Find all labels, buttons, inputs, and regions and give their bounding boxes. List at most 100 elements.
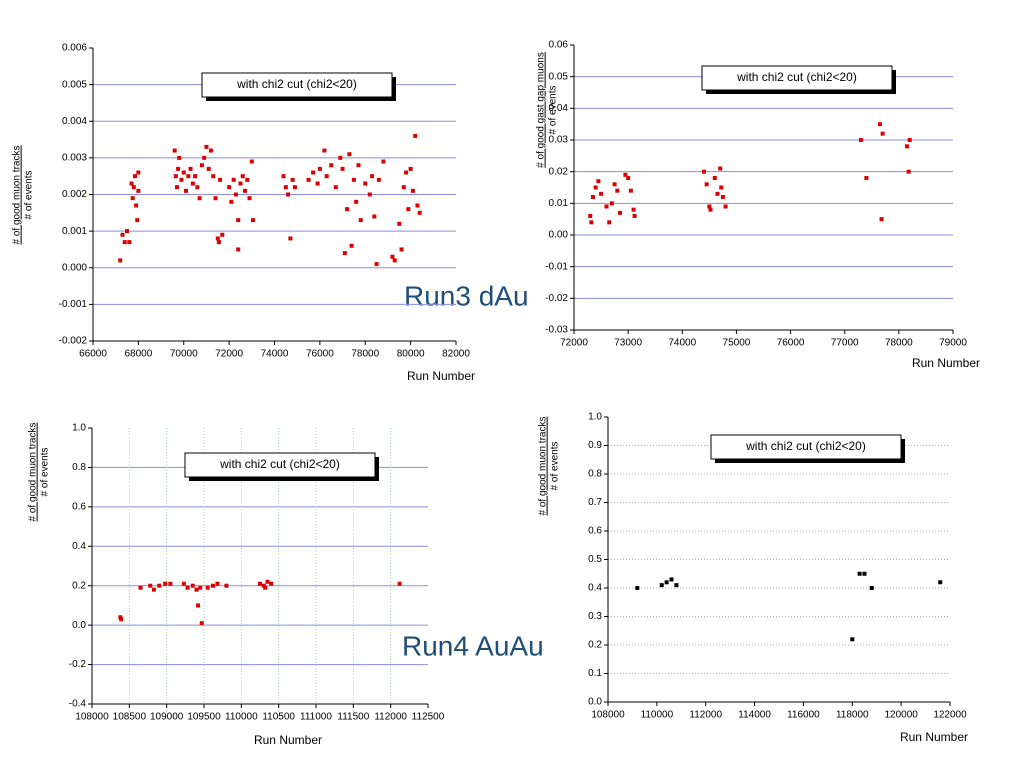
point bbox=[263, 585, 268, 590]
point bbox=[265, 579, 270, 584]
point bbox=[206, 166, 211, 171]
point bbox=[413, 133, 418, 138]
point bbox=[599, 191, 604, 196]
point bbox=[604, 204, 609, 209]
point bbox=[354, 199, 359, 204]
point bbox=[618, 210, 623, 215]
y-tick-label: 0.6 bbox=[588, 526, 602, 537]
point bbox=[122, 240, 127, 245]
y-tick-label: 0.06 bbox=[549, 40, 569, 51]
x-tick-label: 112500 bbox=[412, 712, 445, 723]
point bbox=[292, 185, 297, 190]
x-axis-label: Run Number bbox=[900, 730, 968, 744]
x-tick-label: 77000 bbox=[831, 338, 859, 349]
x-tick-label: 116000 bbox=[787, 710, 820, 721]
annotation: with chi2 cut (chi2<20) bbox=[745, 439, 866, 453]
point bbox=[245, 177, 250, 182]
y-axis-label-denominator: # of events bbox=[548, 86, 559, 135]
x-tick-label: 114000 bbox=[738, 710, 771, 721]
point bbox=[367, 192, 372, 197]
point bbox=[315, 181, 320, 186]
point bbox=[609, 201, 614, 206]
annotation: with chi2 cut (chi2<20) bbox=[219, 457, 340, 471]
x-tick-label: 108500 bbox=[113, 712, 147, 723]
point bbox=[342, 251, 347, 256]
point bbox=[132, 174, 137, 179]
point bbox=[193, 174, 198, 179]
point bbox=[131, 185, 136, 190]
point bbox=[213, 196, 218, 201]
y-axis-label-numerator: # of good gast gap muons bbox=[536, 52, 547, 168]
annotation-box bbox=[710, 434, 902, 460]
point bbox=[589, 220, 594, 225]
point bbox=[372, 214, 377, 219]
point bbox=[185, 585, 190, 590]
y-tick-label: 0.002 bbox=[62, 189, 87, 200]
x-tick-label: 118000 bbox=[836, 710, 869, 721]
y-axis-label: # of good muon tracks # of events bbox=[538, 417, 561, 516]
x-tick-label: 70000 bbox=[170, 349, 198, 360]
run-label: Run3 dAu bbox=[404, 280, 529, 311]
point bbox=[862, 571, 867, 576]
x-tick-label: 78000 bbox=[885, 338, 913, 349]
point bbox=[374, 262, 379, 267]
y-tick-label: -0.03 bbox=[545, 325, 568, 336]
point bbox=[218, 177, 223, 182]
point bbox=[880, 131, 885, 136]
point bbox=[596, 179, 601, 184]
point bbox=[408, 166, 413, 171]
point bbox=[399, 247, 404, 252]
point bbox=[258, 581, 262, 586]
point bbox=[417, 210, 422, 215]
point bbox=[720, 195, 725, 199]
point bbox=[290, 177, 295, 182]
point bbox=[404, 170, 409, 175]
y-tick-label: 0.004 bbox=[62, 116, 87, 127]
x-tick-label: 112000 bbox=[689, 710, 722, 721]
x-tick-label: 74000 bbox=[668, 338, 696, 349]
point bbox=[704, 182, 709, 187]
y-tick-label: 0.3 bbox=[588, 611, 602, 622]
y-tick-label: 0.4 bbox=[588, 583, 602, 594]
y-tick-label: 1.0 bbox=[72, 423, 86, 434]
point bbox=[236, 218, 241, 223]
point bbox=[216, 240, 221, 245]
x-axis-label: Run Number bbox=[912, 356, 980, 370]
point bbox=[363, 181, 368, 186]
point bbox=[406, 207, 411, 212]
point bbox=[701, 169, 706, 174]
point bbox=[238, 181, 243, 186]
point bbox=[136, 188, 141, 193]
y-axis-label: # of good gast gap muons # of events bbox=[536, 52, 559, 168]
x-tick-label: 109000 bbox=[150, 712, 184, 723]
y-tick-label: 0.03 bbox=[549, 135, 569, 146]
point bbox=[351, 177, 356, 182]
point bbox=[879, 217, 884, 222]
point bbox=[211, 174, 216, 179]
point bbox=[628, 188, 633, 193]
point bbox=[138, 585, 143, 590]
point bbox=[588, 214, 593, 218]
annotation-box bbox=[201, 72, 393, 98]
point bbox=[247, 196, 252, 201]
point bbox=[349, 243, 354, 248]
point bbox=[632, 214, 637, 218]
point bbox=[869, 586, 874, 590]
point bbox=[157, 583, 162, 588]
x-tick-label: 76000 bbox=[306, 349, 334, 360]
x-tick-label: 120000 bbox=[884, 710, 918, 721]
point bbox=[615, 188, 620, 193]
y-tick-label: 0.01 bbox=[549, 198, 569, 209]
point bbox=[397, 221, 402, 226]
y-tick-label: 0.005 bbox=[62, 79, 87, 90]
point bbox=[659, 583, 664, 588]
y-tick-label: 0.0 bbox=[588, 697, 602, 708]
y-tick-label: 0.7 bbox=[588, 497, 602, 508]
point bbox=[356, 163, 361, 168]
x-tick-label: 108000 bbox=[591, 710, 625, 721]
point bbox=[288, 236, 293, 241]
point bbox=[210, 583, 215, 588]
point bbox=[195, 185, 200, 190]
point bbox=[340, 166, 345, 171]
